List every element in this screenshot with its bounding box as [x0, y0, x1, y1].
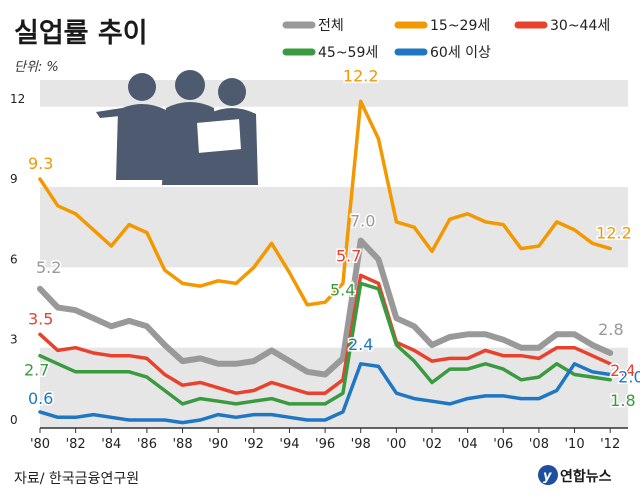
brand-logo-glyph: y	[543, 469, 552, 484]
y-tick-label: 0	[10, 413, 18, 427]
grid-band	[40, 80, 628, 107]
x-tick-label: '00	[386, 437, 406, 452]
data-label: 1.8	[610, 391, 635, 410]
series-line	[38, 99, 612, 307]
document-icon	[194, 116, 244, 156]
data-label: 0.6	[28, 389, 53, 408]
x-tick-label: '08	[529, 437, 549, 452]
x-tick-label: '94	[279, 437, 299, 452]
x-tick-label: '98	[351, 437, 371, 452]
legend-label: 60세 이상	[430, 45, 491, 61]
brand-logo-icon	[538, 465, 558, 485]
legend-label: 45~59세	[318, 45, 378, 61]
x-tick-label: '04	[458, 437, 478, 452]
x-tick-label: '80	[30, 437, 50, 452]
x-tick-label: '88	[172, 437, 192, 452]
data-label: 5.4	[330, 280, 355, 299]
person-arm	[96, 108, 122, 118]
grid-bands	[40, 80, 628, 428]
data-label: 12.2	[596, 224, 632, 243]
unit-label: 단위: %	[14, 60, 59, 75]
brand-name: 연합뉴스	[560, 468, 612, 485]
series-line	[37, 237, 614, 378]
legend-label: 15~29세	[430, 18, 490, 34]
series-line	[38, 362, 612, 425]
person-head	[128, 73, 156, 101]
x-tick-label: '86	[137, 437, 157, 452]
data-labels: 5.2 7.0 2.8 9.3 12.2 12.2 3.5 5.7 2.4 2.7 5.4 1.8 0.…	[23, 65, 640, 411]
y-tick-label: 12	[10, 92, 25, 106]
x-tick-label: '92	[244, 437, 264, 452]
data-label: 3.5	[28, 309, 53, 328]
x-tick-label: '84	[101, 437, 121, 452]
y-tick-label: 3	[10, 333, 18, 347]
x-tick-label: '12	[600, 437, 620, 452]
x-tick-label: '02	[422, 437, 442, 452]
series-line	[38, 281, 612, 406]
person-body	[116, 104, 168, 180]
business-people-illustration	[96, 70, 258, 185]
brand-logo: y 연합뉴스	[538, 465, 612, 485]
y-axis-ticks: 0 3 6 9 12	[10, 92, 25, 427]
x-tick-label: '90	[208, 437, 228, 452]
person-head	[218, 78, 246, 106]
data-label: 2.4	[348, 335, 373, 354]
x-tick-label: '10	[564, 437, 584, 452]
data-label: 2.8	[598, 320, 623, 339]
x-axis-ticks: '80 '82 '84 '86 '88 '90 '92 '94 '96 '98 '00 '02 '04 '…	[30, 428, 620, 452]
data-label: 7.0	[350, 212, 375, 231]
chart-title: 실업률 추이	[14, 18, 148, 49]
data-label: 12.2	[343, 66, 379, 85]
data-label: 5.2	[36, 258, 61, 277]
x-tick-label: '82	[66, 437, 86, 452]
person-head	[175, 70, 205, 100]
data-label: 5.7	[336, 246, 361, 265]
series-line	[38, 273, 612, 395]
x-tick-label: '06	[493, 437, 513, 452]
source-label: 자료/ 한국금융연구원	[14, 471, 139, 487]
data-label: 2.0	[618, 367, 640, 386]
series-lines	[37, 99, 614, 425]
data-label: 2.4	[610, 361, 635, 380]
y-tick-label: 6	[10, 252, 18, 266]
data-label: 9.3	[28, 154, 53, 173]
x-tick-label: '96	[315, 437, 335, 452]
legend-label: 30~44세	[550, 18, 610, 34]
legend-label: 전체	[318, 18, 344, 34]
legend: 전체 15~29세 30~44세 45~59세 60세 이상	[282, 18, 610, 61]
data-label: 2.7	[24, 361, 49, 380]
y-tick-label: 9	[10, 172, 18, 186]
